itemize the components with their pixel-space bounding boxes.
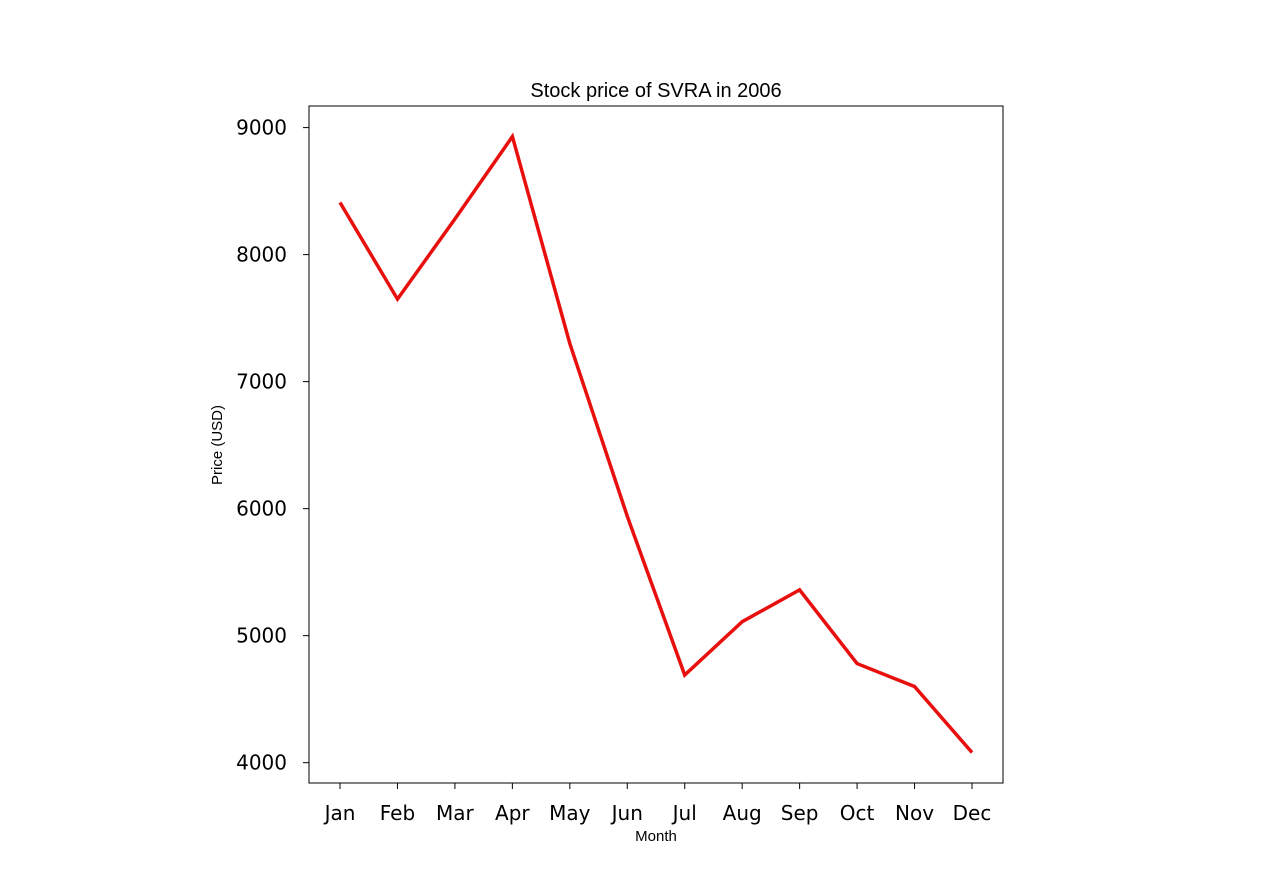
y-tick-label: 8000 <box>236 243 287 267</box>
x-tick-label: Aug <box>723 801 762 825</box>
x-tick-label: Oct <box>840 801 875 825</box>
y-axis: 4000 5000 6000 7000 8000 9000 <box>236 116 309 775</box>
plot-area-frame <box>308 105 1004 784</box>
y-tick-label: 5000 <box>236 624 287 648</box>
x-tick-label: Jan <box>323 801 356 825</box>
series-layer <box>338 132 974 754</box>
y-tick-label: 6000 <box>236 497 287 521</box>
x-tick-label: Jun <box>610 801 643 825</box>
x-tick-label: Jul <box>671 801 697 825</box>
x-tick-label: Sep <box>781 801 819 825</box>
x-tick-label: Dec <box>953 801 992 825</box>
x-tick-label: Mar <box>436 801 475 825</box>
x-tick-label: May <box>549 801 591 825</box>
y-tick-label: 9000 <box>236 116 287 140</box>
x-axis-label: Month <box>635 828 677 845</box>
x-axis: Jan Feb Mar Apr May Jun Jul Aug Sep Oct Nov Dec <box>323 783 992 825</box>
y-axis-label: Price (USD) <box>209 405 226 485</box>
x-tick-label: Feb <box>380 801 415 825</box>
y-tick-label: 4000 <box>236 751 287 775</box>
x-tick-label: Nov <box>895 801 934 825</box>
y-tick-label: 7000 <box>236 370 287 394</box>
x-tick-label: Apr <box>495 801 530 825</box>
series-line <box>338 132 974 754</box>
chart-title: Stock price of SVRA in 2006 <box>530 80 781 102</box>
